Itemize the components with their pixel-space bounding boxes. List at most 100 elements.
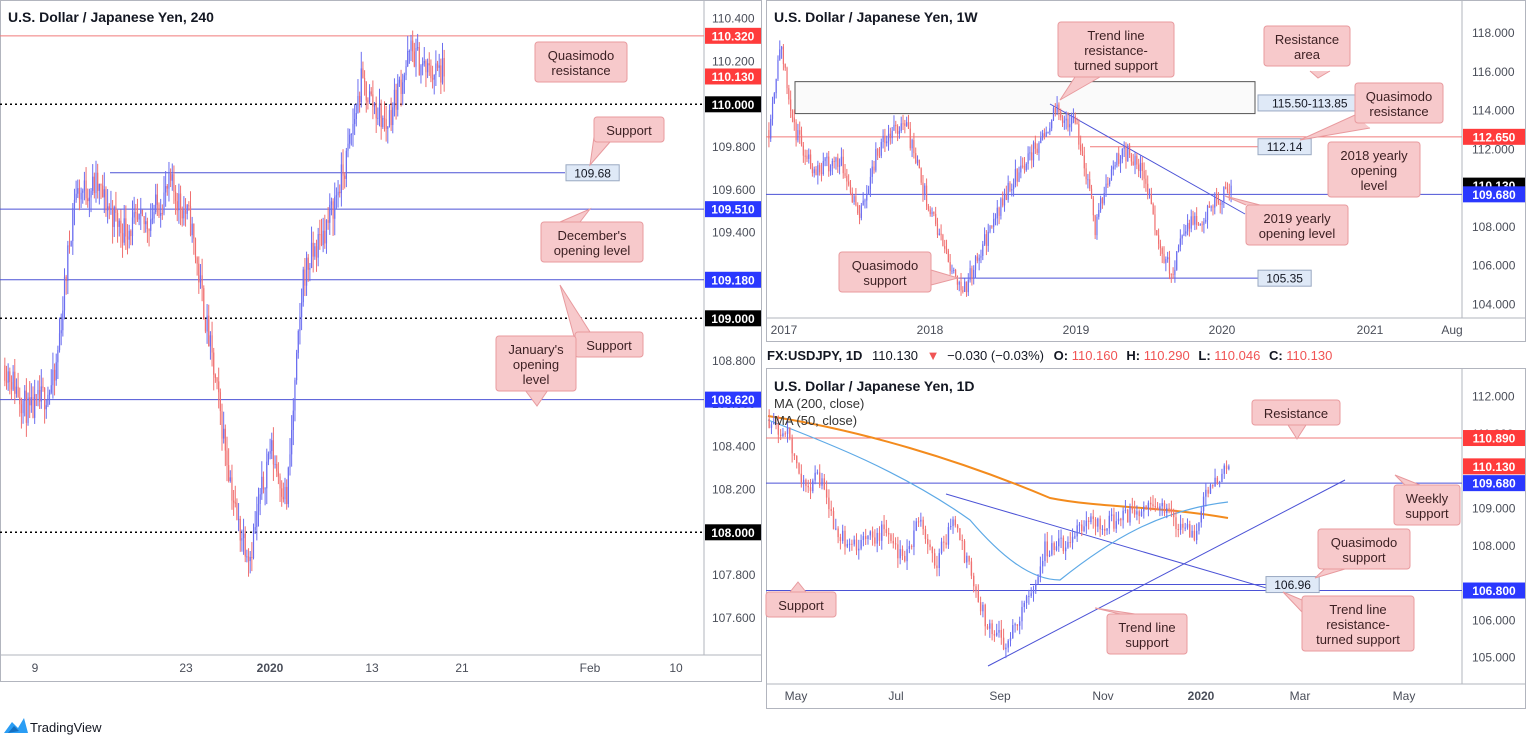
h4-y-tick-label: 108.800 (712, 354, 756, 368)
daily-candle (998, 620, 1000, 638)
weekly-candle (1041, 129, 1044, 141)
h4-candle (314, 242, 316, 260)
daily-candle (922, 516, 924, 535)
h4-candle (310, 226, 313, 269)
note-support-h4: Support (589, 116, 665, 167)
daily-candle (947, 522, 950, 549)
svg-text:Quasimodo: Quasimodo (852, 258, 918, 273)
h4-candle (37, 380, 39, 407)
h4-candle (377, 107, 379, 126)
weekly-candle (1159, 239, 1162, 256)
h4-candle (244, 526, 246, 563)
daily-candle (1131, 497, 1134, 514)
daily-price-tag: 109.680 (1463, 475, 1525, 492)
h4-y-tick-label: 109.800 (712, 140, 756, 154)
h4-candle (105, 186, 107, 217)
weekly-candle (819, 162, 821, 176)
weekly-candle (904, 119, 906, 134)
daily-candle (966, 552, 968, 569)
weekly-candle (929, 206, 931, 217)
h4-candle (161, 204, 163, 220)
weekly-candle (788, 84, 790, 105)
weekly-candle (1081, 143, 1084, 156)
daily-candle (837, 526, 839, 544)
weekly-candle (809, 149, 812, 170)
weekly-candle (802, 142, 804, 163)
weekly-candle (938, 228, 940, 236)
daily-candle (1120, 517, 1122, 527)
h4-candle (441, 42, 444, 85)
h4-candle (145, 212, 147, 233)
h4-candle (430, 59, 432, 83)
weekly-candle (1174, 260, 1176, 283)
h4-candle (367, 97, 369, 110)
h4-candle (425, 59, 427, 88)
h4-candle (216, 376, 218, 390)
h4-candle (131, 200, 134, 246)
weekly-candle (940, 224, 942, 241)
weekly-candle (1163, 246, 1165, 264)
h4-chart-panel[interactable]: 110.400 110.200 109.800 109.600 109.400 108.8… (0, 0, 762, 682)
h4-candle (412, 30, 414, 63)
weekly-candle (837, 153, 839, 173)
daily-candle (929, 539, 931, 551)
h4-candle (77, 179, 79, 198)
daily-candle (876, 528, 878, 553)
weekly-candle (958, 280, 960, 292)
h4-candle (155, 183, 157, 215)
weekly-candle (1194, 212, 1196, 231)
h4-candle (150, 203, 152, 237)
weekly-candle (1165, 256, 1167, 272)
weekly-candle (842, 149, 844, 179)
h4-candle (431, 65, 434, 89)
daily-candle (821, 472, 823, 490)
weekly-candle (936, 217, 939, 239)
h4-candle (382, 115, 384, 129)
weekly-chart-panel[interactable]: 118.000116.000114.000112.000110.000108.0… (766, 0, 1526, 342)
weekly-candle (835, 156, 837, 170)
h4-candle (194, 237, 197, 264)
daily-candle (899, 540, 901, 565)
h4-candle (110, 190, 112, 215)
h4-candle (397, 74, 399, 117)
daily-candle (1129, 503, 1131, 526)
h4-candle (332, 198, 334, 236)
daily-candle (862, 531, 865, 547)
weekly-candle (889, 127, 891, 145)
daily-candle (968, 555, 970, 565)
daily-candle (1074, 531, 1076, 540)
info-low: 110.046 (1214, 348, 1260, 363)
h4-y-tick-label: 107.600 (712, 611, 756, 625)
weekly-candle (831, 158, 833, 176)
daily-candle (1028, 589, 1030, 605)
h4-candle (52, 352, 54, 399)
tradingview-logo[interactable]: TradingView (4, 718, 102, 735)
h4-y-tick-label: 108.200 (712, 483, 756, 497)
h4-candle (39, 375, 41, 409)
weekly-candle (846, 168, 848, 191)
h4-candle (22, 399, 24, 424)
weekly-candle (873, 160, 875, 174)
h4-candle (48, 389, 51, 405)
daily-candle (823, 473, 826, 491)
h4-candle (380, 99, 382, 140)
daily-candle (1037, 574, 1039, 585)
weekly-candle (1049, 122, 1051, 136)
daily-candle (1161, 498, 1163, 516)
h4-candle (14, 358, 16, 405)
daily-candle (1218, 480, 1221, 488)
weekly-candle (817, 160, 819, 185)
weekly-candle (935, 206, 937, 227)
daily-candle (1189, 520, 1191, 538)
weekly-candle (1128, 143, 1131, 158)
daily-chart-panel[interactable]: 112.000111.000109.000108.000106.000105.0… (765, 368, 1526, 709)
h4-candle (359, 91, 361, 113)
weekly-candle (1168, 250, 1171, 280)
svg-text:Trend line: Trend line (1087, 28, 1144, 43)
info-high: 110.290 (1144, 348, 1190, 363)
daily-candle (1005, 643, 1007, 659)
weekly-candle (953, 267, 955, 274)
daily-candle (1209, 483, 1212, 495)
